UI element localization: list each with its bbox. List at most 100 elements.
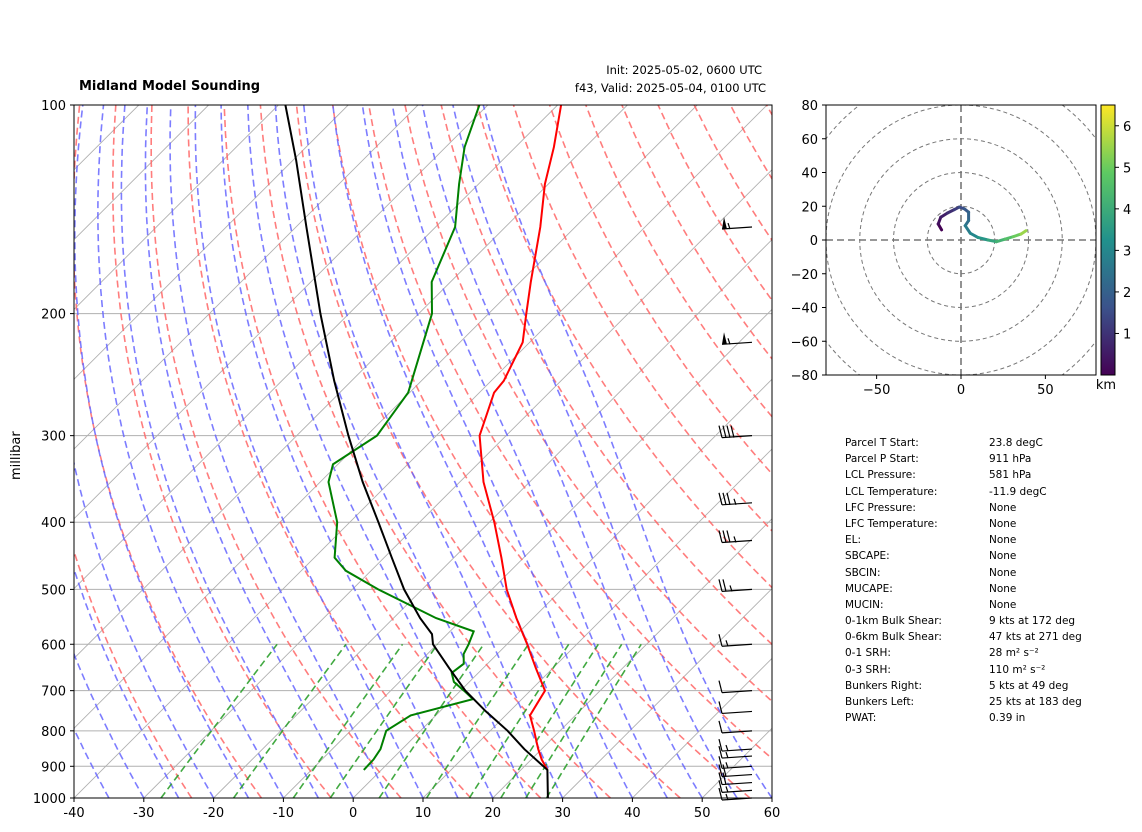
hodo-y-tick-label: 40 <box>801 167 818 182</box>
parameter-value: 110 m² s⁻² <box>989 663 1046 676</box>
dry-adiabat <box>368 105 772 760</box>
dry-adiabat <box>585 105 772 418</box>
x-tick-label: -40 <box>63 806 84 821</box>
parameter-label: MUCAPE: <box>845 582 893 595</box>
dry-adiabat <box>187 105 472 798</box>
mixing-ratio-line <box>329 643 439 798</box>
parcel-profile-line <box>284 105 549 798</box>
moist-adiabat <box>220 105 459 798</box>
plot-area <box>74 105 772 798</box>
isotherm <box>74 105 489 520</box>
isotherm <box>74 105 349 380</box>
mixing-ratio-line <box>160 643 278 798</box>
x-tick-label: 40 <box>624 806 641 821</box>
parameter-value: 47 kts at 271 deg <box>989 631 1082 644</box>
hodograph-segment <box>976 235 990 242</box>
colorbar-tick-label: 2 <box>1123 286 1131 301</box>
y-tick-label: 400 <box>41 516 66 531</box>
moist-adiabat <box>361 105 634 798</box>
wind-barb <box>718 772 753 786</box>
x-tick-label: -10 <box>273 806 294 821</box>
parameter-label: EL: <box>845 534 862 547</box>
hodo-y-tick-label: 80 <box>801 99 818 114</box>
wind-barb <box>718 745 753 759</box>
dewpoint-line <box>327 105 481 771</box>
isotherm <box>562 587 772 798</box>
hodo-y-tick-label: −40 <box>791 302 818 317</box>
moist-adiabat <box>421 105 703 798</box>
wind-barb <box>718 780 753 793</box>
hodo-y-tick-label: 20 <box>801 200 818 215</box>
mixing-ratio-line <box>292 643 404 798</box>
dry-adiabat <box>440 105 772 646</box>
colorbar <box>1100 104 1116 376</box>
colorbar-tick-label: 3 <box>1123 244 1131 259</box>
moist-adiabat <box>74 566 180 798</box>
moist-adiabat <box>274 105 529 798</box>
dry-adiabat <box>512 105 772 533</box>
parameter-value: 581 hPa <box>989 469 1032 482</box>
dry-adiabat <box>223 105 542 798</box>
parameter-label: Parcel T Start: <box>845 437 919 449</box>
isotherm <box>143 169 772 798</box>
parameter-value: None <box>989 550 1017 563</box>
moist-adiabat <box>482 105 772 798</box>
wind-barb <box>718 720 753 734</box>
parameter-value: -11.9 degC <box>989 485 1047 498</box>
parameter-value: None <box>989 582 1017 595</box>
x-tick-label: 20 <box>485 806 502 821</box>
dry-adiabat <box>331 105 751 798</box>
y-tick-label: 700 <box>41 685 66 700</box>
hodograph-segment <box>1019 229 1028 236</box>
colorbar-label: km <box>1096 378 1116 393</box>
hodo-y-tick-label: 0 <box>810 234 818 249</box>
mixing-ratio-line <box>545 643 642 798</box>
dry-adiabat <box>259 105 611 798</box>
mixing-ratio-line <box>232 643 347 798</box>
y-tick-label: 1000 <box>33 792 66 807</box>
wind-barb <box>718 425 753 439</box>
isotherm <box>352 378 772 798</box>
moist-adiabat <box>194 105 424 798</box>
wind-barb <box>718 579 753 592</box>
wind-barb <box>718 701 753 715</box>
parameter-value: None <box>989 534 1017 547</box>
colorbar-tick-label: 4 <box>1123 203 1131 218</box>
isotherm <box>422 448 772 798</box>
moist-adiabat <box>74 459 215 798</box>
chart-title: Midland Model Sounding <box>79 79 261 94</box>
dry-adiabat <box>150 105 402 798</box>
parameter-label: LFC Temperature: <box>845 517 938 530</box>
y-tick-label: 200 <box>41 308 66 323</box>
hodo-y-tick-label: −80 <box>791 369 818 384</box>
parameter-value: 9 kts at 172 deg <box>989 615 1076 628</box>
isotherm <box>213 238 772 798</box>
hodo-y-tick-label: 60 <box>801 133 818 148</box>
parameter-value: 5 kts at 49 deg <box>989 679 1069 692</box>
wind-barb <box>718 756 753 769</box>
wind-barb <box>718 787 753 801</box>
parameter-label: LCL Temperature: <box>845 485 938 498</box>
isotherm <box>283 308 772 798</box>
dry-adiabat <box>111 105 332 798</box>
x-tick-label: 60 <box>764 806 781 821</box>
colorbar-tick-label: 6 <box>1123 120 1131 135</box>
wind-barb <box>718 680 753 694</box>
parameter-label: LCL Pressure: <box>845 469 916 482</box>
moist-adiabat <box>74 652 145 798</box>
mixing-ratio-line <box>378 643 485 798</box>
parameter-value: 911 hPa <box>989 453 1032 466</box>
x-tick-label: 10 <box>415 806 432 821</box>
hodo-y-tick-label: −20 <box>791 268 818 283</box>
hodo-x-tick-label: 0 <box>957 383 965 398</box>
isotherm <box>74 105 768 798</box>
isotherm <box>74 105 279 311</box>
moist-adiabat <box>97 105 285 798</box>
wind-barb <box>718 738 753 752</box>
parameter-label: LFC Pressure: <box>845 501 916 514</box>
moist-adiabat <box>120 105 320 798</box>
dry-adiabat <box>74 548 193 798</box>
dry-adiabat <box>295 105 681 798</box>
